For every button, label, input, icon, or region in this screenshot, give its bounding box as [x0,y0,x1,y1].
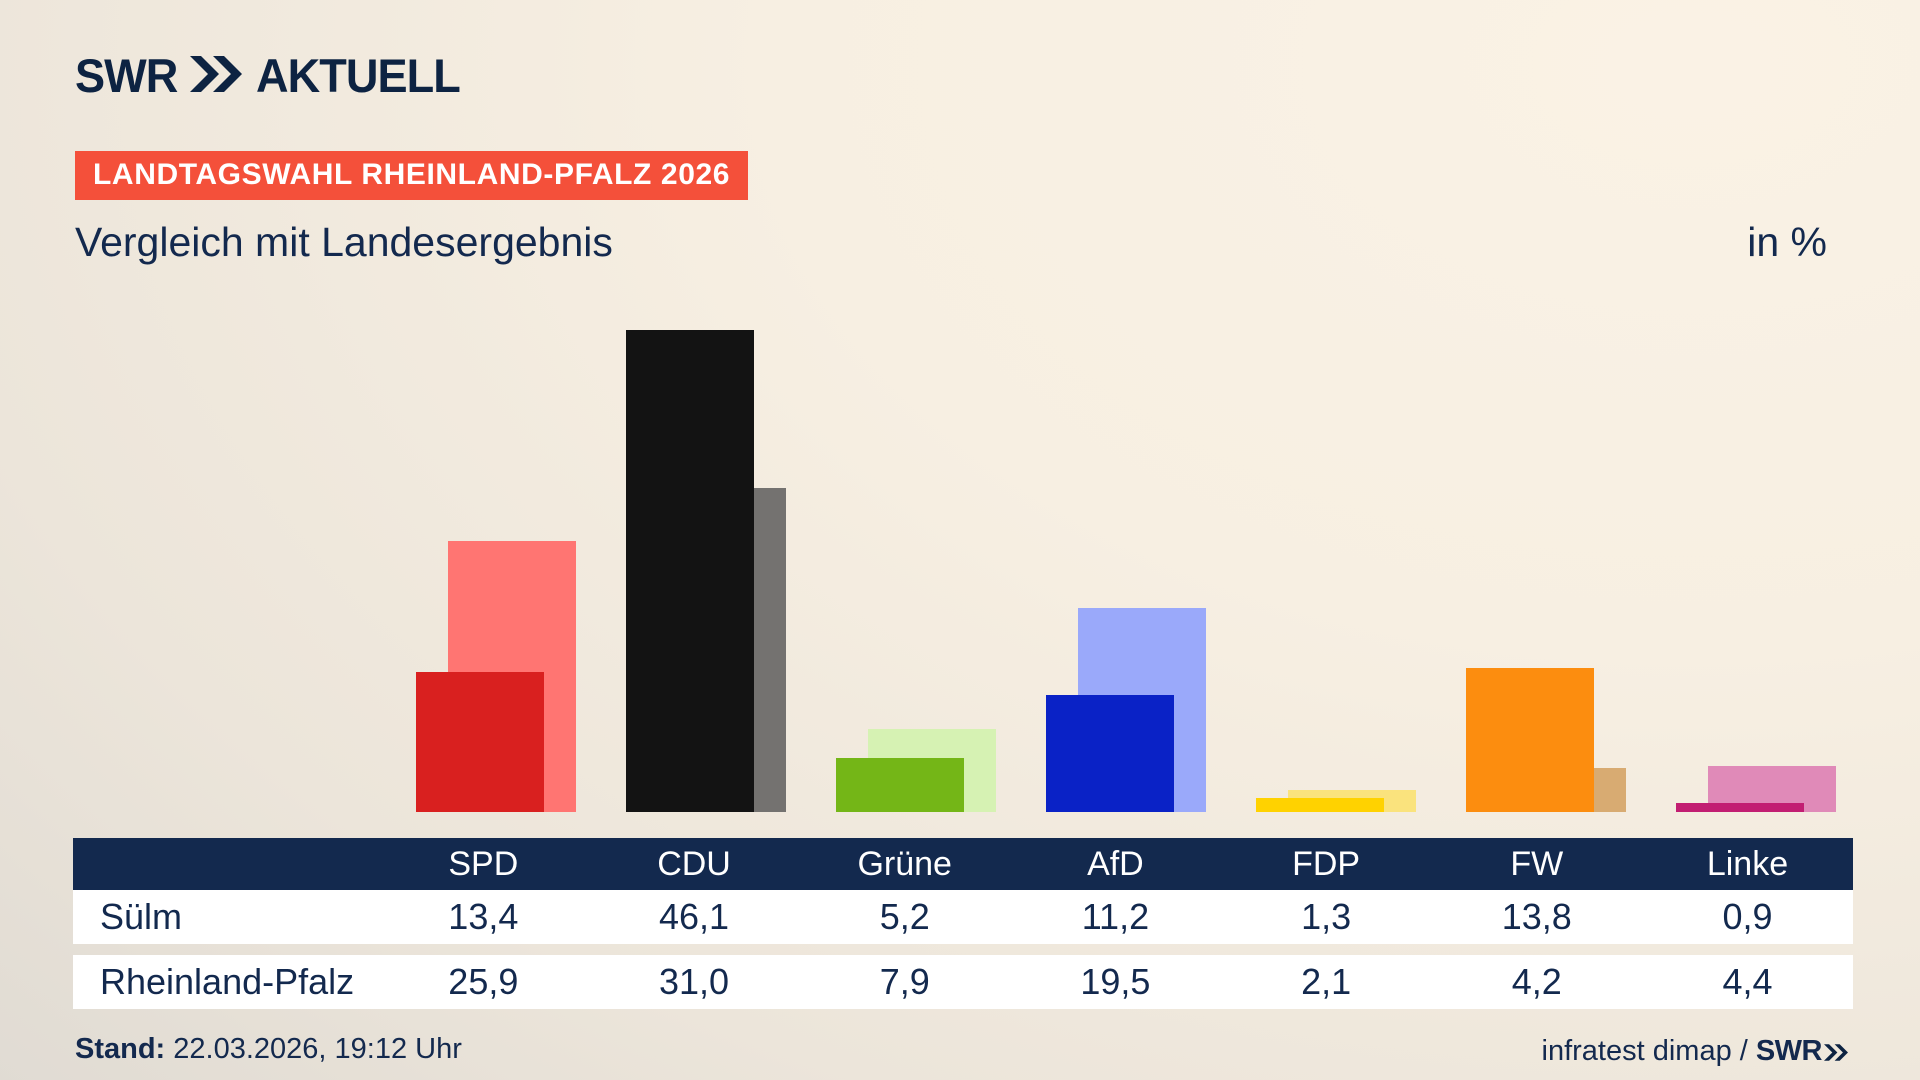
source-brand-text: SWR [1755,1034,1823,1067]
bar-group-gruene [836,0,996,812]
cell-suelm-fw: 13,8 [1501,896,1572,937]
bar-suelm-fw [1466,667,1594,812]
results-table: SPD CDU Grüne AfD FDP FW Linke Sülm 13,4 46,1 5,2 1… [73,838,1853,1009]
bar-group-linke [1676,0,1836,812]
cell-suelm-gruene: 5,2 [879,896,930,937]
bar-suelm-spd [416,671,544,812]
bar-group-spd [416,0,576,812]
cell-suelm-spd: 13,4 [448,896,519,937]
cell-suelm-linke: 0,9 [1722,896,1773,937]
row-label-rheinland-pfalz: Rheinland-Pfalz [100,961,355,1002]
column-header-fdp: FDP [1292,845,1361,883]
swr-aktuell-logo: SWR AKTUELL [75,52,468,99]
cell-rheinland-pfalz-spd: 25,9 [448,961,519,1002]
bar-suelm-linke [1676,802,1804,812]
cell-suelm-cdu: 46,1 [658,896,730,937]
table-row-rheinland-pfalz: Rheinland-Pfalz 25,9 31,0 7,9 19,5 2,1 4,2 4,4 [73,955,1853,1009]
double-chevron-icon [1824,1036,1848,1069]
column-header-spd: SPD [448,845,519,883]
column-header-linke: Linke [1706,845,1789,883]
cell-rheinland-pfalz-fdp: 2,1 [1301,961,1352,1002]
page-title: Vergleich mit Landesergebnis [75,219,613,265]
row-divider [73,944,1853,955]
bar-suelm-fdp [1256,798,1384,812]
bar-suelm-afd [1046,694,1174,812]
bar-group-fdp [1256,0,1416,812]
stand-value: 22.03.2026, 19:12 Uhr [165,1033,462,1065]
cell-rheinland-pfalz-afd: 19,5 [1080,961,1151,1002]
cell-suelm-fdp: 1,3 [1301,896,1352,937]
bar-chart [416,0,1836,812]
column-header-cdu: CDU [657,845,731,883]
table-header-row: SPD CDU Grüne AfD FDP FW Linke [73,838,1853,890]
table-row-suelm: Sülm 13,4 46,1 5,2 11,2 1,3 13,8 0,9 [73,890,1853,944]
column-header-afd: AfD [1087,845,1144,883]
cell-suelm-afd: 11,2 [1081,896,1150,937]
cell-rheinland-pfalz-linke: 4,4 [1722,961,1773,1002]
bar-suelm-cdu [626,330,754,812]
unit-label: in % [1747,219,1827,265]
double-chevron-icon [189,56,242,97]
column-header-fw: FW [1510,845,1564,883]
column-header-gruene: Grüne [857,845,952,883]
logo-brand-text: SWR [75,49,178,102]
bar-group-cdu [626,0,786,812]
bar-suelm-gruene [836,757,964,812]
source-text: infratest dimap / [1541,1034,1748,1067]
election-badge: LANDTAGSWAHL RHEINLAND-PFALZ 2026 [75,151,749,200]
cell-rheinland-pfalz-fw: 4,2 [1511,961,1562,1002]
column-header-spacer [73,838,378,890]
cell-rheinland-pfalz-cdu: 31,0 [658,961,730,1002]
bar-group-fw [1466,0,1626,812]
logo-suffix-text: AKTUELL [255,49,461,102]
stand-label: Stand: [75,1033,166,1065]
source-credit: infratest dimap / SWR [1541,1033,1848,1069]
stand-timestamp: Stand: 22.03.2026, 19:12 Uhr [75,1033,462,1066]
row-label-suelm: Sülm [100,896,183,937]
cell-rheinland-pfalz-gruene: 7,9 [879,961,930,1002]
bar-group-afd [1046,0,1206,812]
